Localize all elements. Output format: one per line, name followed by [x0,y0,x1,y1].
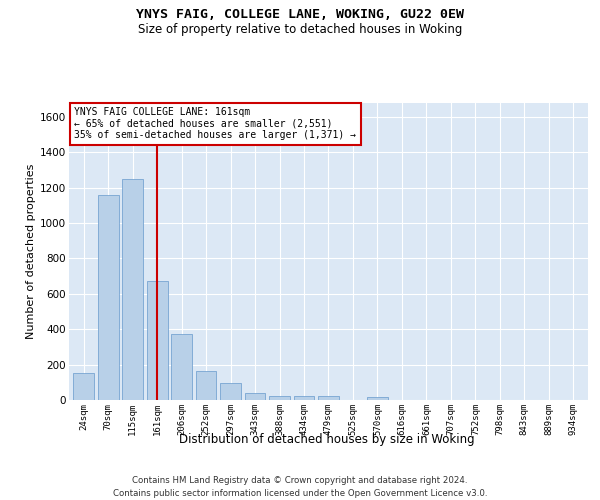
Bar [367,398,388,400]
Bar [293,396,314,400]
Bar [245,393,265,400]
Bar [220,383,241,400]
Text: Distribution of detached houses by size in Woking: Distribution of detached houses by size … [179,432,475,446]
Bar [98,194,119,400]
Y-axis label: Number of detached properties: Number of detached properties [26,164,36,339]
Bar [73,374,94,400]
Bar [171,334,192,400]
Bar [196,371,217,400]
Text: YNYS FAIG, COLLEGE LANE, WOKING, GU22 0EW: YNYS FAIG, COLLEGE LANE, WOKING, GU22 0E… [136,8,464,20]
Bar [269,396,290,400]
Text: YNYS FAIG COLLEGE LANE: 161sqm
← 65% of detached houses are smaller (2,551)
35% : YNYS FAIG COLLEGE LANE: 161sqm ← 65% of … [74,107,356,140]
Text: Contains HM Land Registry data © Crown copyright and database right 2024.
Contai: Contains HM Land Registry data © Crown c… [113,476,487,498]
Bar [122,178,143,400]
Bar [318,396,339,400]
Bar [147,282,167,400]
Text: Size of property relative to detached houses in Woking: Size of property relative to detached ho… [138,22,462,36]
